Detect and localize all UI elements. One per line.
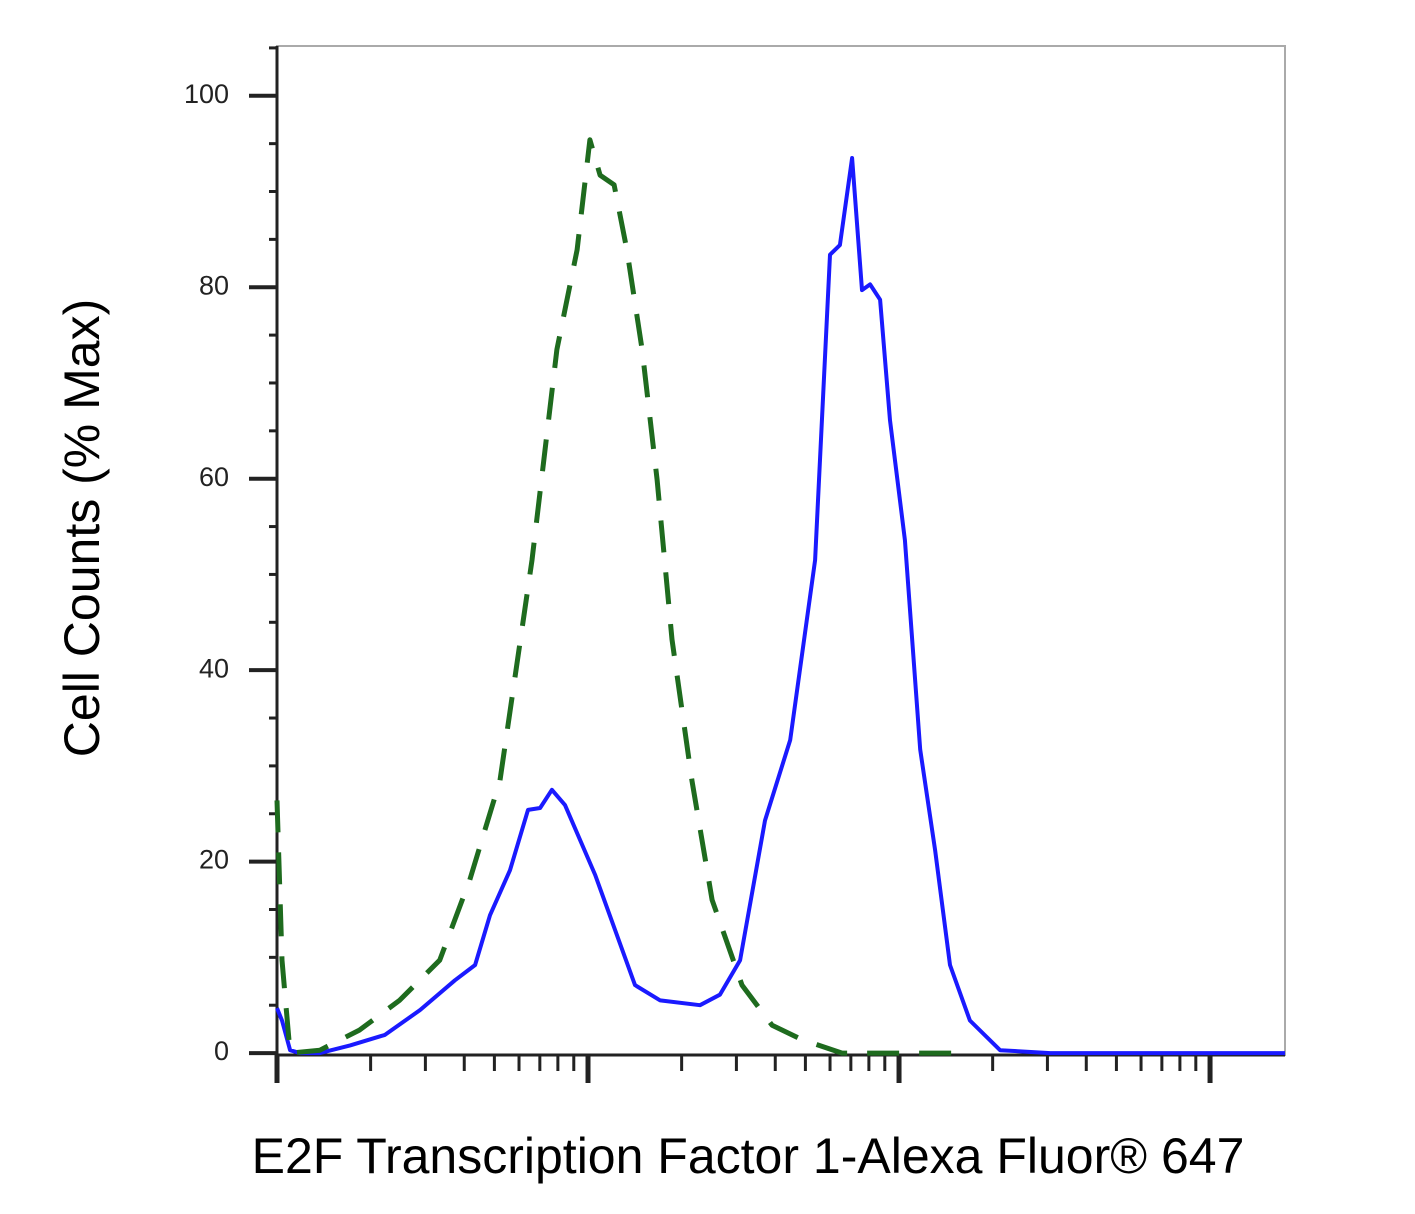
y-tick-label: 0 [214, 1036, 229, 1066]
y-tick-label: 80 [199, 270, 229, 300]
y-tick-label: 20 [199, 845, 229, 875]
y-tick-label: 40 [199, 653, 229, 683]
series-line [275, 156, 1285, 1056]
y-axis-title: Cell Counts (% Max) [54, 299, 110, 757]
series-line [274, 137, 963, 1056]
plot-frame [276, 45, 1286, 1056]
x-axis-title: E2F Transcription Factor 1-Alexa Fluor® … [252, 1128, 1245, 1184]
y-tick-label: 60 [199, 462, 229, 492]
y-tick-label: 100 [184, 79, 229, 109]
